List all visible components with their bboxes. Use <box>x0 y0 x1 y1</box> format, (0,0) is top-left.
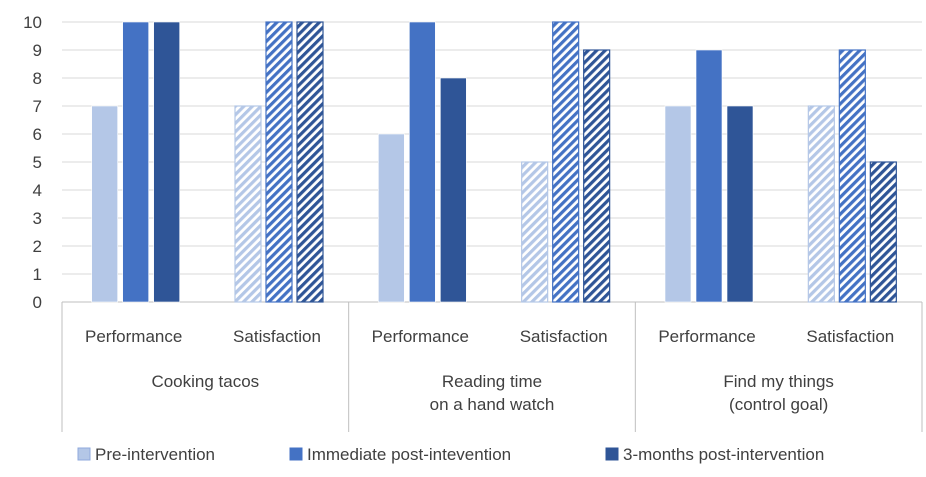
bar <box>807 105 835 303</box>
y-tick-label: 1 <box>33 265 42 284</box>
bar <box>664 105 692 303</box>
group-label: Find my things <box>723 372 834 391</box>
bar <box>440 77 467 303</box>
y-tick-label: 2 <box>33 237 42 256</box>
bar <box>409 21 436 303</box>
y-tick-label: 9 <box>33 41 42 60</box>
legend-label: Immediate post-intevention <box>307 445 511 464</box>
group-label: Cooking tacos <box>151 372 259 391</box>
bar <box>838 49 866 303</box>
bar <box>153 21 180 303</box>
category-label: Performance <box>658 327 755 346</box>
y-tick-label: 5 <box>33 153 42 172</box>
bar <box>869 161 897 303</box>
legend-swatch <box>605 447 619 461</box>
category-label: Performance <box>372 327 469 346</box>
category-label: Satisfaction <box>806 327 894 346</box>
y-tick-label: 3 <box>33 209 42 228</box>
bar <box>378 133 405 303</box>
y-tick-label: 10 <box>23 13 42 32</box>
bar <box>552 21 580 303</box>
y-tick-label: 7 <box>33 97 42 116</box>
group-label: (control goal) <box>729 395 828 414</box>
bar <box>521 161 549 303</box>
category-label: Satisfaction <box>233 327 321 346</box>
y-tick-label: 8 <box>33 69 42 88</box>
bar <box>296 21 324 303</box>
y-tick-label: 4 <box>33 181 42 200</box>
y-tick-label: 6 <box>33 125 42 144</box>
bar <box>265 21 293 303</box>
y-tick-label: 0 <box>33 293 42 312</box>
bar <box>583 49 611 303</box>
legend-swatch <box>77 447 91 461</box>
bar <box>726 105 754 303</box>
bar <box>122 21 149 303</box>
bar <box>91 105 118 303</box>
bar <box>234 105 262 303</box>
legend-label: 3-months post-intervention <box>623 445 824 464</box>
category-label: Performance <box>85 327 182 346</box>
group-label: Reading time <box>442 372 542 391</box>
legend-label: Pre-intervention <box>95 445 215 464</box>
group-label: on a hand watch <box>430 395 555 414</box>
legend-swatch <box>289 447 303 461</box>
bar <box>695 49 723 303</box>
category-label: Satisfaction <box>520 327 608 346</box>
